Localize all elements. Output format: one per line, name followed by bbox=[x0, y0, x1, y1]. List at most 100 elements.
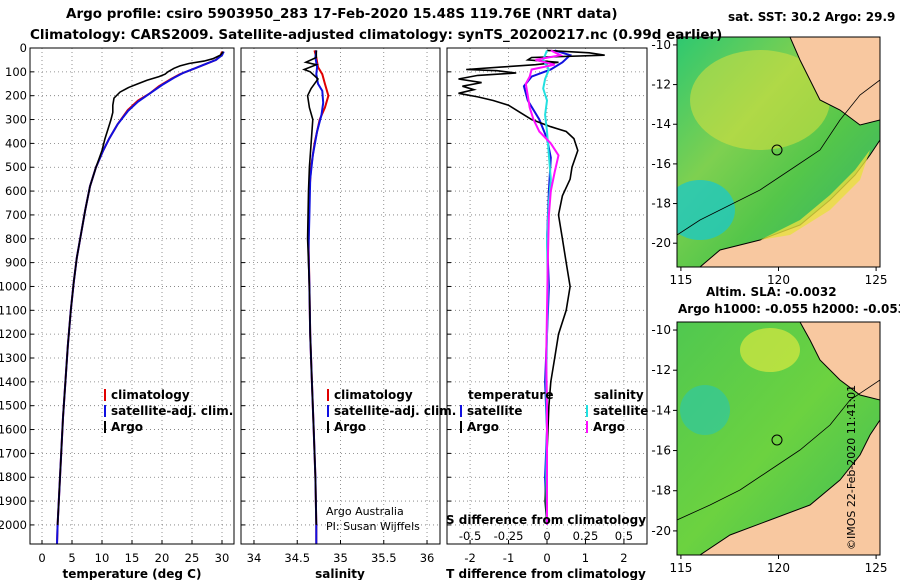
t-difference-x-ticks: -2 -1 0 1 2 bbox=[464, 551, 627, 565]
sst-map-title: sat. SST: 30.2 Argo: 29.9 bbox=[728, 10, 896, 24]
depth-tick-label: 900 bbox=[5, 256, 27, 270]
legend-label-argo: Argo bbox=[111, 420, 143, 434]
series-line-argo bbox=[56, 51, 224, 525]
depth-tick-label: 100 bbox=[5, 65, 27, 79]
depth-tick-label: 1700 bbox=[0, 446, 27, 460]
temperature-profiles bbox=[56, 51, 225, 544]
cool-sst-patch bbox=[677, 180, 735, 240]
difference-frame bbox=[446, 47, 648, 545]
s-difference-label: S difference from climatology bbox=[446, 513, 646, 527]
temperature-legend: climatology satellite-adj. clim. Argo bbox=[104, 388, 233, 434]
figure-title-line2: Climatology: CARS2009. Satellite-adjuste… bbox=[30, 27, 723, 43]
legend-label-s-argo: Argo bbox=[593, 420, 625, 434]
lat-tick-label: -14 bbox=[651, 403, 671, 417]
lon-tick-label: 120 bbox=[767, 273, 790, 287]
depth-tick-label: 700 bbox=[5, 208, 27, 222]
figure-title-line1: Argo profile: csiro 5903950_283 17-Feb-2… bbox=[66, 6, 618, 22]
legend-swatch-argo bbox=[327, 421, 329, 433]
salinity-panel: 34 34.5 35 35.5 36 salinity climatology sate… bbox=[240, 47, 456, 580]
legend-title-temperature: temperature bbox=[468, 388, 553, 402]
sst-map: -10 -12 -14 -16 -18 -20 115 120 125 bbox=[651, 36, 888, 287]
legend-label-argo: Argo bbox=[334, 420, 366, 434]
sla-lat-ticks: -10 -12 -14 -16 -18 -20 bbox=[651, 323, 677, 538]
isobath-contour bbox=[677, 79, 880, 236]
sla-map-title: Altim. SLA: -0.0032 bbox=[706, 285, 837, 299]
lon-tick-label: 115 bbox=[669, 561, 692, 575]
x-tick-label: 34 bbox=[247, 551, 262, 565]
legend-label-t-satellite: satellite bbox=[467, 404, 522, 418]
difference-panel: -2 -1 0 1 2 -0.5 -0.25 0 0.25 0.5 T difference f… bbox=[446, 47, 648, 580]
legend-label-s-satellite: satellite bbox=[593, 404, 648, 418]
salinity-x-ticks: 34 34.5 35 35.5 36 bbox=[247, 551, 435, 565]
lat-tick-label: -12 bbox=[651, 363, 671, 377]
x-tick-label: 0 bbox=[543, 551, 550, 565]
float-position-marker bbox=[771, 144, 783, 156]
t-difference-xlabel: T difference from climatology bbox=[446, 567, 646, 580]
x-tick-label: 2 bbox=[620, 551, 627, 565]
depth-tick-label: 400 bbox=[5, 136, 27, 150]
isobath-contour bbox=[677, 379, 880, 521]
depth-tick-label: 300 bbox=[5, 113, 27, 127]
warm-sst-patch bbox=[690, 50, 830, 150]
depth-tick-label: 1300 bbox=[0, 351, 27, 365]
lat-tick-label: -18 bbox=[651, 484, 671, 498]
legend-label-satellite: satellite-adj. clim. bbox=[334, 404, 456, 418]
x-tick-label: 20 bbox=[155, 551, 170, 565]
depth-tick-label: 200 bbox=[5, 89, 27, 103]
land-north bbox=[789, 37, 880, 126]
temperature-x-ticks: 0 5 10 15 20 25 30 bbox=[38, 551, 229, 565]
salinity-grid bbox=[241, 47, 440, 544]
sla-lon-ticks: 115 120 125 bbox=[669, 555, 888, 575]
series-line-satellite-adj-clim- bbox=[56, 51, 225, 544]
s-diff-tick-label: 0 bbox=[543, 529, 550, 543]
difference-legend: temperature satellite Argo salinity sate… bbox=[460, 388, 648, 434]
sst-lon-ticks: 115 120 125 bbox=[669, 267, 888, 287]
depth-tick-label: 1800 bbox=[0, 470, 27, 484]
low-sla-patch bbox=[680, 385, 730, 435]
x-tick-label: 5 bbox=[68, 551, 75, 565]
depth-tick-label: 800 bbox=[5, 232, 27, 246]
x-tick-label: 34.5 bbox=[284, 551, 310, 565]
pi-credit: PI: Susan Wijffels bbox=[326, 520, 420, 533]
depth-tick-label: 600 bbox=[5, 184, 27, 198]
legend-swatch-argo bbox=[104, 421, 106, 433]
depth-tick-label: 0 bbox=[20, 41, 27, 55]
lat-tick-label: -20 bbox=[651, 524, 671, 538]
x-tick-label: 35 bbox=[333, 551, 348, 565]
land-north bbox=[799, 322, 880, 401]
depth-tick-label: 500 bbox=[5, 160, 27, 174]
s-diff-tick-label: 0.5 bbox=[615, 529, 633, 543]
depth-tick-label: 1500 bbox=[0, 399, 27, 413]
legend-swatch-climatology bbox=[327, 389, 329, 401]
depth-tick-label: 1200 bbox=[0, 327, 27, 341]
sla-map: -10 -12 -14 -16 -18 -20 115 120 125 bbox=[651, 321, 888, 575]
land-coast bbox=[699, 419, 880, 555]
lon-tick-label: 120 bbox=[767, 561, 790, 575]
lon-tick-label: 125 bbox=[865, 273, 888, 287]
s-diff-tick-label: -0.5 bbox=[459, 529, 481, 543]
sst-lat-ticks: -10 -12 -14 -16 -18 -20 bbox=[651, 38, 677, 250]
lat-tick-label: -14 bbox=[651, 117, 671, 131]
imos-credit: ©IMOS 22-Feb-2020 11:41:01 bbox=[845, 384, 858, 550]
x-tick-label: 15 bbox=[125, 551, 140, 565]
series-line-argo bbox=[301, 50, 320, 525]
series-line-t-argo bbox=[458, 49, 605, 525]
lon-tick-label: 115 bbox=[669, 273, 692, 287]
depth-tick-label: 2000 bbox=[0, 518, 27, 532]
s-difference-ticks: -0.5 -0.25 0 0.25 0.5 bbox=[459, 529, 633, 543]
x-tick-label: 30 bbox=[215, 551, 230, 565]
series-line-s-argo bbox=[524, 49, 564, 525]
lon-tick-label: 125 bbox=[865, 561, 888, 575]
legend-label-climatology: climatology bbox=[334, 388, 413, 402]
depth-tick-label: 1900 bbox=[0, 494, 27, 508]
temperature-panel: 0 5 10 15 20 25 30 temperature (deg C) climato… bbox=[29, 47, 235, 580]
legend-label-satellite: satellite-adj. clim. bbox=[111, 404, 233, 418]
x-tick-label: 35.5 bbox=[371, 551, 397, 565]
x-tick-label: 1 bbox=[582, 551, 589, 565]
x-tick-label: 36 bbox=[420, 551, 435, 565]
salinity-xlabel: salinity bbox=[315, 567, 365, 580]
legend-swatch-t-argo bbox=[460, 421, 462, 433]
temperature-xlabel: temperature (deg C) bbox=[63, 567, 202, 580]
